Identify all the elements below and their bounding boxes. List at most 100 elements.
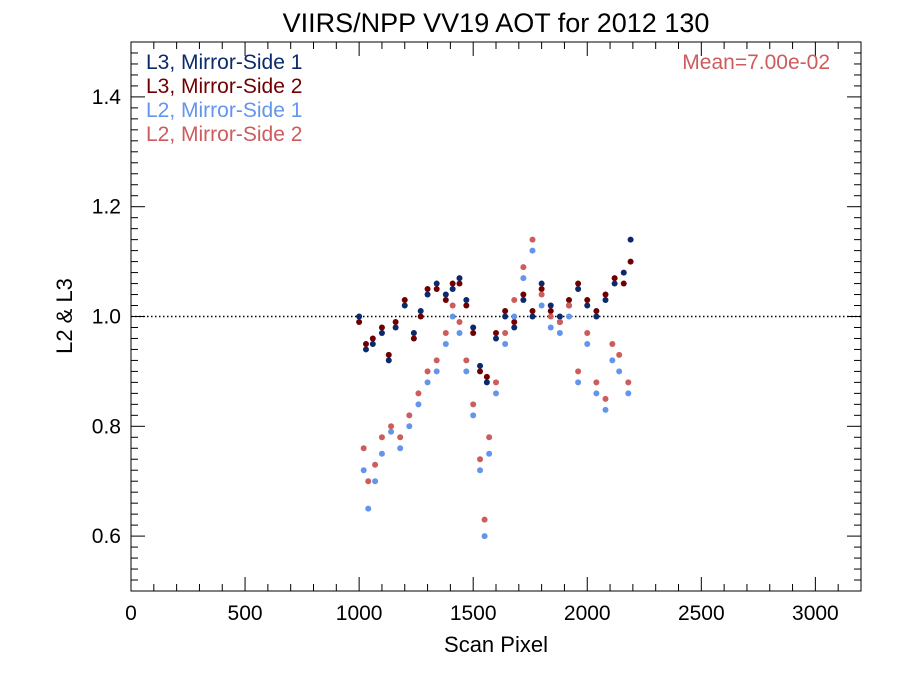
data-point (593, 313, 600, 320)
data-point (397, 445, 404, 452)
x-tick-label: 2500 (678, 602, 725, 625)
data-point (556, 318, 563, 325)
x-tick-label: 3000 (792, 602, 839, 625)
data-point (417, 308, 424, 315)
data-point (593, 390, 600, 397)
data-point (593, 379, 600, 386)
data-point (385, 357, 392, 364)
data-point (493, 329, 499, 336)
data-point (456, 318, 463, 325)
data-point (470, 329, 477, 336)
data-point (547, 302, 554, 309)
data-point (372, 478, 379, 485)
data-point (538, 280, 545, 287)
y-tick-label: 1.2 (92, 196, 121, 219)
data-point (502, 340, 509, 347)
data-point (620, 280, 627, 287)
x-axis-label: Scan Pixel (444, 632, 548, 657)
data-point (442, 329, 449, 336)
data-point (442, 291, 449, 298)
data-point (511, 297, 518, 304)
data-point (520, 297, 527, 304)
data-point (493, 379, 499, 386)
data-point (410, 329, 417, 336)
x-tick-label: 1500 (450, 602, 497, 625)
data-point (397, 434, 404, 441)
data-point (401, 297, 408, 304)
data-point (424, 291, 431, 298)
data-point (378, 329, 385, 336)
data-point (575, 280, 582, 287)
data-point (433, 286, 440, 293)
data-point (406, 423, 413, 430)
data-point (369, 340, 376, 347)
legend: L3, Mirror-Side 1L3, Mirror-Side 2L2, Mi… (146, 51, 302, 146)
data-point (620, 269, 627, 276)
data-point (456, 280, 463, 287)
x-tick-label: 1000 (336, 602, 383, 625)
data-point (470, 412, 477, 419)
data-points (356, 236, 634, 540)
x-tick-label: 2000 (564, 602, 611, 625)
data-point (520, 275, 527, 282)
data-point (442, 297, 449, 304)
legend-entry: L2, Mirror-Side 2 (146, 123, 302, 146)
data-point (520, 291, 527, 298)
data-point (502, 329, 509, 336)
data-point (584, 302, 591, 309)
data-point (575, 368, 582, 375)
series-group (356, 236, 634, 386)
data-point (388, 423, 395, 430)
data-point (417, 313, 424, 320)
data-point (625, 390, 632, 397)
data-point (593, 308, 600, 315)
data-point (486, 434, 493, 441)
data-point (575, 379, 582, 386)
data-point (566, 297, 572, 304)
data-point (538, 302, 545, 309)
data-point (362, 346, 369, 353)
data-point (529, 236, 536, 243)
y-tick-label: 1.4 (92, 86, 122, 109)
data-point (442, 340, 449, 347)
data-point (483, 373, 490, 380)
data-point (424, 379, 431, 386)
series-group (360, 236, 632, 523)
data-point (538, 286, 545, 293)
data-point (365, 478, 372, 485)
data-point (602, 291, 609, 298)
y-tick-label: 1.0 (92, 306, 121, 329)
legend-entry: L3, Mirror-Side 2 (146, 75, 302, 98)
data-point (463, 302, 470, 309)
data-point (356, 318, 363, 325)
data-point (520, 264, 527, 271)
mean-annotation: Mean=7.00e-02 (682, 51, 830, 74)
data-point (477, 467, 484, 474)
data-point (627, 236, 634, 243)
data-point (463, 368, 470, 375)
legend-entry: L2, Mirror-Side 1 (146, 99, 302, 122)
data-point (511, 313, 518, 320)
data-point (627, 258, 634, 265)
data-point (365, 505, 372, 512)
data-point (511, 324, 518, 331)
y-axis-label: L2 & L3 (52, 278, 77, 354)
data-point (470, 324, 477, 331)
data-point (463, 297, 470, 304)
data-point (547, 313, 554, 320)
data-point (360, 445, 367, 452)
data-point (547, 324, 554, 331)
series-group (356, 258, 634, 380)
data-point (369, 335, 376, 342)
data-point (392, 318, 399, 325)
data-point (486, 450, 493, 457)
data-point (493, 390, 499, 397)
y-tick-label: 0.6 (92, 525, 121, 548)
data-point (584, 297, 591, 304)
data-point (609, 340, 616, 347)
data-point (378, 450, 385, 457)
data-point (602, 406, 609, 413)
data-point (609, 357, 616, 364)
data-point (502, 313, 509, 320)
data-point (493, 335, 499, 342)
